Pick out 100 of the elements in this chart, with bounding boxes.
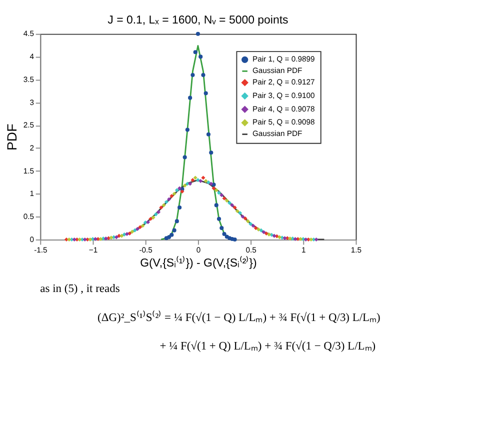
y-tick-label: 3.5: [23, 74, 34, 84]
point: [140, 224, 145, 228]
point: [174, 219, 179, 224]
point: [240, 214, 245, 219]
point: [188, 96, 192, 100]
point: [277, 235, 282, 240]
point: [109, 236, 114, 240]
legend-label: Gaussian PDF: [252, 129, 302, 138]
x-tick-label: 1.5: [350, 245, 362, 254]
point: [114, 235, 118, 240]
legend-label: Pair 4, Q = 0.9078: [252, 104, 315, 114]
point: [298, 236, 303, 242]
point: [164, 200, 168, 204]
point: [172, 228, 176, 232]
point: [262, 230, 266, 234]
x-tick-label: 1: [302, 245, 306, 254]
point: [216, 190, 222, 195]
point: [82, 237, 87, 242]
point: [227, 200, 232, 205]
point: [198, 178, 203, 184]
point: [288, 236, 292, 241]
point: [220, 226, 224, 230]
x-tick-label: -1.5: [34, 245, 48, 254]
point: [151, 216, 156, 220]
point: [238, 210, 242, 215]
point: [148, 216, 153, 221]
x-tick-label: −1: [88, 245, 98, 254]
point: [154, 212, 158, 216]
y-tick-label: 3: [30, 98, 34, 107]
point: [204, 91, 208, 96]
point: [172, 192, 176, 196]
y-tick-label: 4: [30, 52, 35, 62]
point: [170, 194, 174, 198]
point: [293, 236, 298, 242]
point: [201, 72, 206, 77]
x-axis-title: G(V,{Sᵢ⁽¹⁾}) - G(V,{Sᵢ⁽²⁾}): [140, 256, 257, 270]
point: [222, 232, 226, 236]
point: [232, 237, 237, 242]
point: [304, 237, 308, 242]
point: [167, 197, 172, 202]
y-tick-label: 0.5: [23, 212, 34, 222]
point: [182, 155, 187, 160]
point: [93, 236, 98, 242]
point: [67, 237, 72, 242]
point: [254, 226, 258, 230]
point: [222, 196, 226, 200]
point: [170, 232, 174, 237]
text: + ¼ F(√(1 + Q) L/Lₘ) + ¾ F(√(1 − Q/3) L/Lₘ): [160, 339, 376, 352]
point: [230, 203, 234, 208]
legend-label: Pair 1, Q = 0.9899: [252, 54, 315, 64]
point: [272, 234, 276, 238]
point: [178, 205, 182, 210]
point: [216, 216, 222, 221]
point: [138, 225, 142, 230]
point: [206, 180, 211, 184]
point: [212, 186, 216, 190]
point: [72, 237, 76, 242]
point: [256, 227, 260, 232]
chart-title: J = 0.1, Lₓ = 1600, Nᵥ = 5000 points: [108, 14, 289, 26]
y-tick-label: 2: [30, 143, 34, 152]
point: [193, 176, 198, 180]
point: [188, 182, 192, 186]
point: [251, 224, 256, 228]
point: [196, 32, 200, 36]
point: [214, 188, 218, 192]
point: [196, 178, 200, 182]
text: as in (5) , it reads: [40, 283, 120, 296]
point: [246, 219, 250, 224]
point: [232, 205, 237, 210]
point: [130, 230, 134, 234]
point: [201, 176, 206, 180]
x-tick-label: 0.5: [246, 245, 256, 254]
point: [78, 237, 82, 242]
point: [88, 237, 92, 242]
point: [214, 203, 218, 208]
point: [248, 222, 253, 226]
point: [64, 237, 68, 242]
x-tick-label: -0.5: [139, 245, 152, 254]
point: [282, 236, 287, 240]
point: [185, 128, 190, 132]
point: [220, 193, 224, 198]
point: [243, 216, 248, 220]
point: [174, 188, 179, 192]
y-tick-label: 1: [30, 189, 34, 198]
x-tick-label: 0: [196, 245, 201, 254]
legend-label: Gaussian PDF: [252, 66, 302, 76]
point: [98, 236, 103, 242]
point: [156, 210, 161, 214]
point: [206, 132, 211, 136]
legend-label: Pair 2, Q = 0.9127: [252, 78, 315, 87]
point: [309, 237, 314, 242]
point: [120, 234, 124, 238]
y-tick-label: 1.5: [23, 166, 34, 176]
text: (ΔG)²_S⁽¹⁾S⁽²⁾ = ¼ F(√(1 − Q) L/Lₘ) + ¾ F(√(1 + Q/3) L/Lₘ): [98, 310, 381, 324]
point: [124, 232, 129, 236]
point: [135, 226, 140, 231]
point: [190, 72, 195, 77]
y-tick-label: 4.5: [23, 29, 34, 38]
point: [224, 198, 229, 203]
point: [193, 50, 198, 54]
